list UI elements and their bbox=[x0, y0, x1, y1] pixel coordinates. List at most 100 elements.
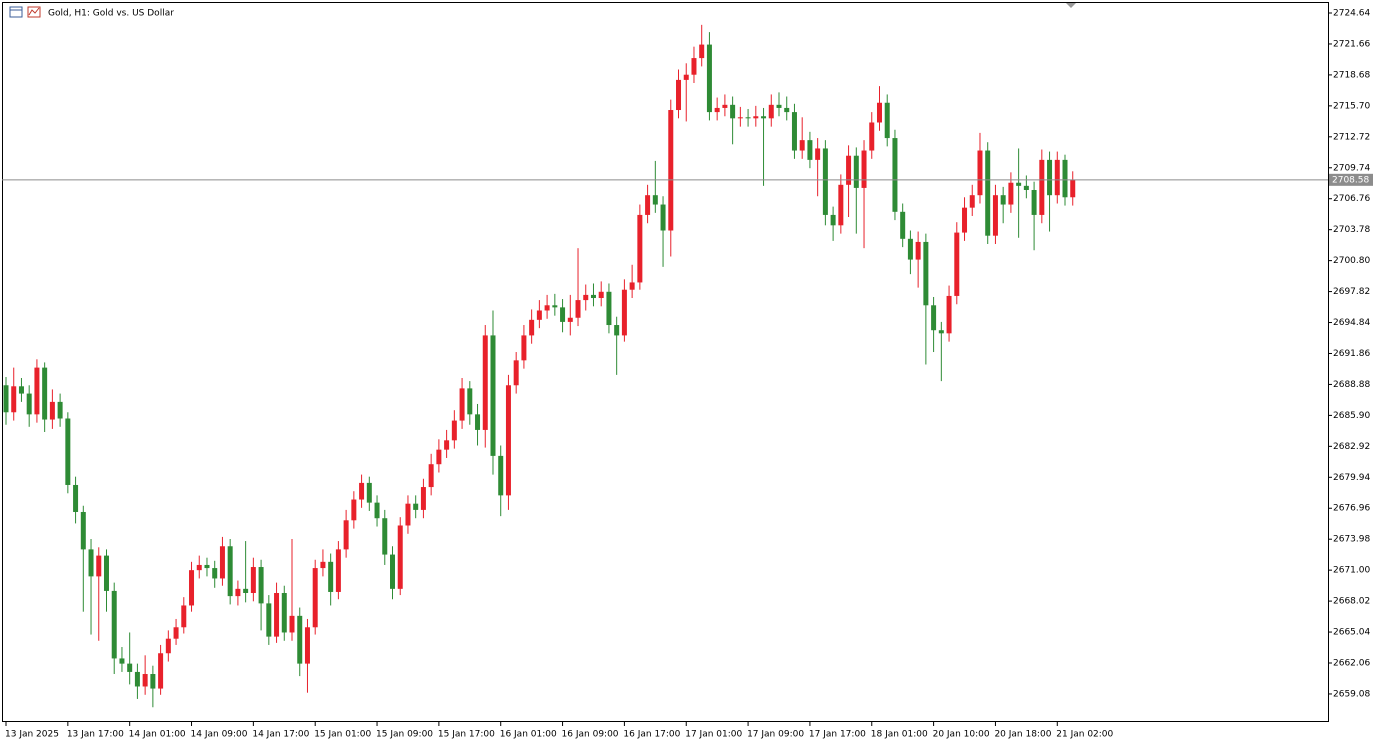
candle-body bbox=[158, 653, 164, 689]
candle-body bbox=[57, 401, 63, 419]
y-tick-label: 2706.76 bbox=[1333, 194, 1370, 204]
y-tick-label: 2691.86 bbox=[1333, 349, 1370, 359]
candle-body bbox=[660, 204, 666, 231]
x-tick-label: 16 Jan 17:00 bbox=[623, 730, 680, 740]
x-tick-label: 17 Jan 09:00 bbox=[747, 730, 804, 740]
candle-body bbox=[335, 549, 341, 592]
candle-body bbox=[258, 567, 264, 604]
candle-body bbox=[544, 305, 550, 311]
x-tick-label: 15 Jan 09:00 bbox=[376, 730, 433, 740]
candle-body bbox=[204, 564, 210, 569]
candle-body bbox=[830, 214, 836, 226]
candle-body bbox=[807, 140, 813, 160]
candle-body bbox=[382, 518, 388, 555]
candle-body bbox=[351, 499, 357, 521]
candle-body bbox=[119, 658, 125, 664]
candle-body bbox=[219, 546, 225, 579]
candle-body bbox=[629, 282, 635, 290]
candle-body bbox=[583, 294, 589, 301]
x-tick-label: 16 Jan 09:00 bbox=[562, 730, 619, 740]
candle-body bbox=[822, 148, 828, 215]
candle-body bbox=[699, 44, 705, 59]
candle-body bbox=[915, 241, 921, 260]
candle-body bbox=[96, 555, 102, 577]
axis-layer: 2659.08 2662.06 2665.04 2668.02 2671.00 2673.… bbox=[5, 9, 1370, 740]
candle-body bbox=[196, 564, 202, 571]
candle-body bbox=[482, 335, 488, 430]
y-tick-label: 2715.70 bbox=[1333, 101, 1370, 111]
candle-body bbox=[181, 605, 187, 628]
candle-body bbox=[846, 155, 852, 185]
y-tick-label: 2694.84 bbox=[1333, 318, 1370, 328]
y-tick-label: 2709.74 bbox=[1333, 163, 1370, 173]
candle-body bbox=[343, 520, 349, 550]
candle-body bbox=[907, 238, 913, 260]
candle-body bbox=[962, 207, 968, 233]
candle-body bbox=[1054, 159, 1060, 196]
candle-body bbox=[274, 592, 280, 637]
candle-body bbox=[536, 310, 542, 320]
x-tick-label: 14 Jan 01:00 bbox=[129, 730, 186, 740]
candle-body bbox=[26, 393, 32, 415]
candle-body bbox=[281, 592, 287, 633]
y-tick-label: 2700.80 bbox=[1333, 256, 1370, 266]
candle-body bbox=[173, 627, 179, 639]
candle-body bbox=[645, 195, 651, 215]
candle-body bbox=[374, 502, 380, 519]
candle-body bbox=[498, 455, 504, 496]
candle-body bbox=[467, 388, 473, 415]
last-price: 2708.58 bbox=[2, 173, 1373, 186]
candle-body bbox=[65, 418, 71, 485]
candle-body bbox=[1008, 182, 1014, 205]
x-tick-label: 13 Jan 2025 bbox=[5, 730, 59, 740]
candle-body bbox=[876, 102, 882, 123]
candle-body bbox=[1031, 189, 1037, 215]
x-tick-label: 20 Jan 18:00 bbox=[994, 730, 1051, 740]
candle-body bbox=[320, 561, 326, 569]
candle-body bbox=[737, 117, 743, 119]
candle-body bbox=[923, 241, 929, 306]
candle-body bbox=[165, 638, 171, 654]
y-tick-label: 2718.68 bbox=[1333, 70, 1370, 80]
candle-body bbox=[969, 195, 975, 208]
candle-body bbox=[768, 104, 774, 119]
candle-body bbox=[189, 570, 195, 606]
candle-body bbox=[359, 482, 365, 500]
candle-body bbox=[1062, 159, 1068, 198]
x-tick-label: 16 Jan 01:00 bbox=[500, 730, 557, 740]
candle-body bbox=[606, 291, 612, 326]
candle-body bbox=[884, 102, 890, 139]
candle-body bbox=[513, 360, 519, 386]
candle-body bbox=[444, 440, 450, 450]
candle-body bbox=[405, 503, 411, 526]
x-tick-label: 17 Jan 01:00 bbox=[685, 730, 742, 740]
candle-body bbox=[892, 138, 898, 212]
candle-body bbox=[134, 671, 140, 687]
candle-body bbox=[992, 195, 998, 236]
candle-body bbox=[861, 150, 867, 188]
candle-body bbox=[297, 615, 303, 664]
candle-body bbox=[150, 674, 156, 689]
candle-body bbox=[227, 546, 233, 597]
candle-body bbox=[1039, 159, 1045, 215]
x-tick-label: 15 Jan 01:00 bbox=[314, 730, 371, 740]
x-tick-label: 14 Jan 17:00 bbox=[252, 730, 309, 740]
candle-body bbox=[985, 150, 991, 236]
candle-body bbox=[869, 122, 875, 151]
candle-body bbox=[652, 195, 658, 205]
y-tick-label: 2673.98 bbox=[1333, 535, 1370, 545]
candle-body bbox=[243, 588, 249, 593]
last-price-box bbox=[1329, 173, 1373, 186]
candle-body bbox=[815, 148, 821, 160]
candle-body bbox=[127, 663, 133, 672]
y-tick-label: 2662.06 bbox=[1333, 659, 1370, 669]
candle-body bbox=[691, 58, 697, 75]
shift-marker bbox=[1066, 3, 1076, 8]
candle-body bbox=[791, 112, 797, 151]
y-tick-label: 2679.94 bbox=[1333, 473, 1370, 483]
candle-body bbox=[397, 525, 403, 589]
candles bbox=[3, 24, 1076, 708]
candle-body bbox=[598, 291, 604, 299]
candle-body bbox=[1047, 159, 1053, 196]
